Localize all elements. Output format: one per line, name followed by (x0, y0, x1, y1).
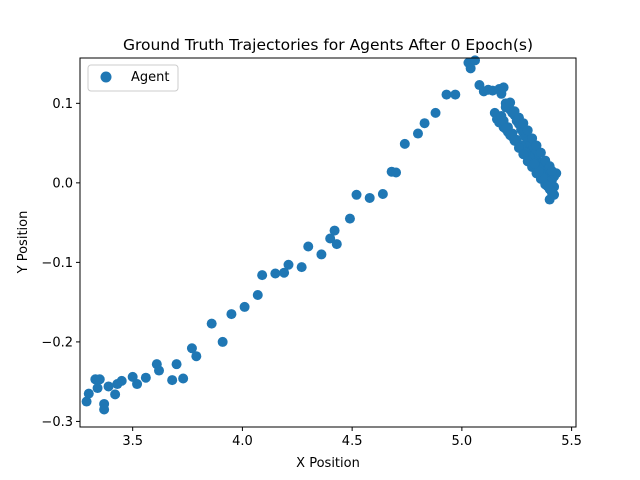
data-point (186, 343, 197, 354)
data-point (518, 118, 529, 129)
data-point (470, 55, 481, 66)
data-point (110, 389, 121, 400)
x-tick-label: 5.5 (561, 434, 582, 449)
data-point (533, 166, 544, 177)
y-axis-ticks: −0.3 −0.2 −0.1 0.0 0.1 (41, 97, 80, 430)
data-point (167, 375, 178, 386)
data-point (171, 359, 182, 370)
legend-marker (100, 71, 112, 83)
data-point (331, 239, 342, 250)
data-point (344, 213, 355, 224)
data-point (103, 381, 114, 392)
data-point (92, 383, 103, 394)
data-point (132, 379, 143, 390)
data-point (391, 167, 402, 178)
data-point (498, 115, 509, 126)
axes-frame (79, 57, 577, 428)
data-point (252, 289, 263, 300)
x-tick-label: 5.0 (452, 434, 473, 449)
data-point (81, 396, 92, 407)
data-point (226, 309, 237, 320)
data-point (529, 158, 540, 169)
data-point (296, 262, 307, 273)
data-point (178, 373, 189, 384)
data-point (509, 135, 520, 146)
data-point (377, 188, 388, 199)
y-tick-label: 0.1 (52, 97, 73, 112)
data-point (217, 336, 228, 347)
x-tick-label: 4.5 (342, 434, 363, 449)
y-tick-label: 0.0 (52, 176, 73, 191)
data-point (351, 189, 362, 200)
data-point (283, 259, 294, 270)
data-point (364, 192, 375, 203)
y-axis-label: Y Position (16, 211, 31, 275)
y-tick-label: −0.2 (41, 335, 73, 350)
data-point (239, 301, 250, 312)
data-point (531, 140, 542, 151)
data-point (257, 270, 268, 281)
x-tick-label: 4.0 (232, 434, 253, 449)
data-point (399, 138, 410, 149)
data-point (518, 149, 529, 160)
data-point (419, 118, 430, 129)
data-point (522, 125, 533, 136)
x-tick-label: 3.5 (122, 434, 143, 449)
data-point (527, 133, 538, 144)
x-axis-label: X Position (296, 456, 360, 471)
data-point (206, 318, 217, 329)
data-point (154, 365, 165, 376)
data-point (303, 241, 314, 252)
data-point (542, 181, 553, 192)
data-point (127, 371, 138, 382)
data-point (99, 404, 110, 415)
data-point (116, 375, 127, 386)
data-point (316, 249, 327, 260)
data-point (441, 89, 452, 100)
data-point (546, 165, 557, 176)
data-point (270, 268, 281, 279)
scatter-points (81, 55, 562, 415)
legend: Agent (87, 64, 179, 92)
data-point (465, 63, 476, 74)
y-tick-label: −0.3 (41, 415, 73, 430)
data-point (140, 372, 151, 383)
data-point (94, 374, 105, 385)
data-point (412, 128, 423, 139)
chart-title: Ground Truth Trajectories for Agents Aft… (123, 36, 533, 54)
data-point (430, 107, 441, 118)
data-point (498, 82, 509, 93)
data-point (329, 225, 340, 236)
legend-box (87, 64, 179, 92)
data-point (279, 267, 290, 278)
data-point (505, 97, 516, 108)
data-point (83, 388, 94, 399)
legend-label: Agent (131, 70, 169, 85)
data-point (325, 233, 336, 244)
data-point (191, 351, 202, 362)
data-point (535, 147, 546, 158)
x-axis-ticks: 3.5 4.0 4.5 5.0 5.5 (122, 427, 582, 449)
y-tick-label: −0.1 (41, 256, 73, 271)
data-point (450, 89, 461, 100)
